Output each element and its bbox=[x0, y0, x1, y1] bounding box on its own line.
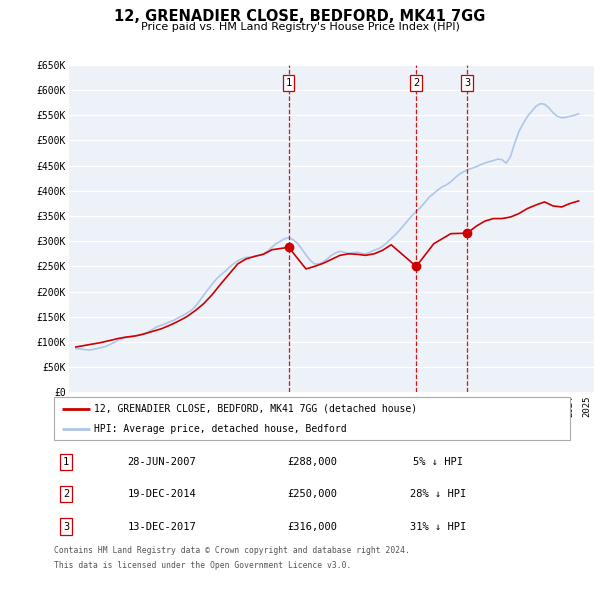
Text: This data is licensed under the Open Government Licence v3.0.: This data is licensed under the Open Gov… bbox=[54, 560, 352, 569]
Text: £288,000: £288,000 bbox=[287, 457, 337, 467]
Text: £316,000: £316,000 bbox=[287, 522, 337, 532]
Text: 5% ↓ HPI: 5% ↓ HPI bbox=[413, 457, 463, 467]
Text: 3: 3 bbox=[464, 78, 470, 88]
Text: Contains HM Land Registry data © Crown copyright and database right 2024.: Contains HM Land Registry data © Crown c… bbox=[54, 546, 410, 555]
Text: 19-DEC-2014: 19-DEC-2014 bbox=[128, 489, 196, 499]
Text: 28% ↓ HPI: 28% ↓ HPI bbox=[410, 489, 466, 499]
Text: £250,000: £250,000 bbox=[287, 489, 337, 499]
Text: Price paid vs. HM Land Registry's House Price Index (HPI): Price paid vs. HM Land Registry's House … bbox=[140, 22, 460, 32]
Text: 2: 2 bbox=[413, 78, 419, 88]
Text: 1: 1 bbox=[286, 78, 292, 88]
Text: 2: 2 bbox=[63, 489, 69, 499]
Text: 3: 3 bbox=[63, 522, 69, 532]
Text: 12, GRENADIER CLOSE, BEDFORD, MK41 7GG (detached house): 12, GRENADIER CLOSE, BEDFORD, MK41 7GG (… bbox=[94, 404, 418, 414]
FancyBboxPatch shape bbox=[54, 397, 570, 440]
Text: 1: 1 bbox=[63, 457, 69, 467]
Text: 12, GRENADIER CLOSE, BEDFORD, MK41 7GG: 12, GRENADIER CLOSE, BEDFORD, MK41 7GG bbox=[115, 9, 485, 24]
Text: 31% ↓ HPI: 31% ↓ HPI bbox=[410, 522, 466, 532]
Text: 28-JUN-2007: 28-JUN-2007 bbox=[128, 457, 196, 467]
Text: HPI: Average price, detached house, Bedford: HPI: Average price, detached house, Bedf… bbox=[94, 424, 347, 434]
Text: 13-DEC-2017: 13-DEC-2017 bbox=[128, 522, 196, 532]
